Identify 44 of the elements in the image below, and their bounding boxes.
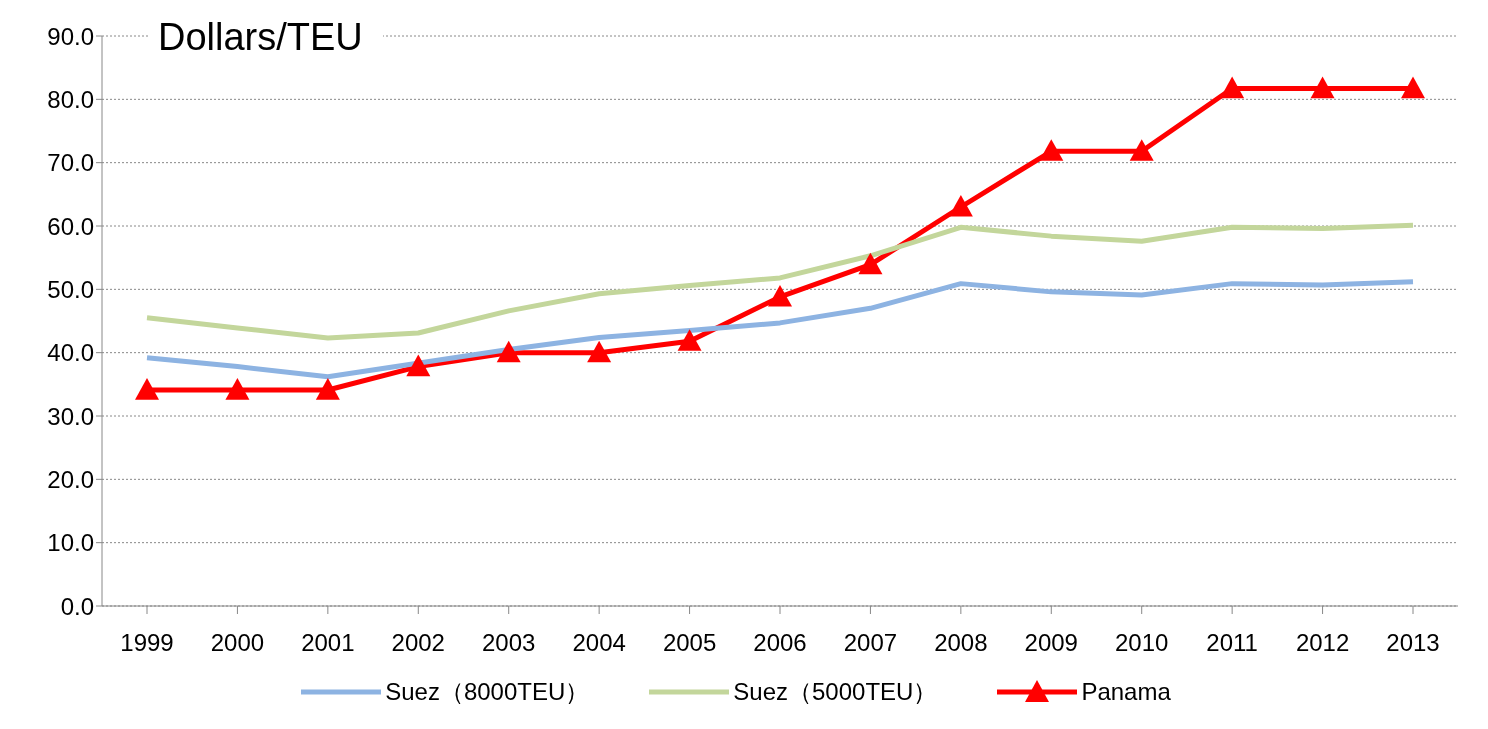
legend-label: Suez（8000TEU）	[385, 677, 590, 707]
y-tick-label: 90.0	[47, 22, 94, 50]
y-tick-label: 80.0	[47, 85, 94, 113]
point	[496, 340, 521, 363]
chart-title: Dollars/TEU	[148, 16, 383, 59]
y-tick-label: 30.0	[47, 402, 94, 430]
y-tick-label: 20.0	[47, 465, 94, 493]
x-tick-label: 2000	[210, 629, 265, 657]
x-tick-label: 2011	[1206, 629, 1258, 657]
x-tick-label: 2009	[1024, 629, 1078, 657]
point	[1310, 76, 1335, 99]
point	[948, 195, 973, 217]
point	[315, 378, 340, 400]
point	[1401, 76, 1425, 99]
legend-label: Panama	[1081, 678, 1171, 706]
y-tick-label: 10.0	[47, 529, 94, 557]
x-tick-label: 2005	[662, 629, 717, 657]
point	[858, 252, 883, 275]
x-tick-label: 2010	[1115, 629, 1169, 657]
x-tick-label: 2012	[1295, 629, 1350, 657]
x-tick-label: 2001	[301, 629, 355, 657]
x-tick-label: 1999	[120, 629, 174, 657]
legend-label: Suez（5000TEU）	[733, 677, 938, 707]
point	[677, 329, 702, 351]
x-tick-label: 2007	[843, 629, 898, 657]
y-tick-label: 70.0	[47, 149, 94, 177]
point	[1220, 76, 1245, 99]
y-tick-label: 50.0	[47, 275, 94, 303]
x-tick-label: 2002	[391, 629, 445, 657]
point	[587, 340, 612, 363]
x-tick-label: 2006	[753, 629, 807, 657]
point	[135, 378, 159, 400]
point	[1039, 139, 1064, 161]
x-tick-label: 2004	[572, 629, 626, 657]
point	[225, 378, 250, 400]
x-tick-label: 2008	[934, 629, 988, 657]
y-tick-label: 40.0	[47, 339, 94, 367]
y-tick-label: 0.0	[60, 592, 94, 620]
point	[1129, 139, 1154, 161]
x-tick-label: 2003	[482, 629, 536, 657]
x-tick-label: 2013	[1386, 629, 1440, 657]
y-tick-label: 60.0	[47, 212, 94, 240]
point	[406, 354, 431, 377]
point	[768, 284, 792, 307]
